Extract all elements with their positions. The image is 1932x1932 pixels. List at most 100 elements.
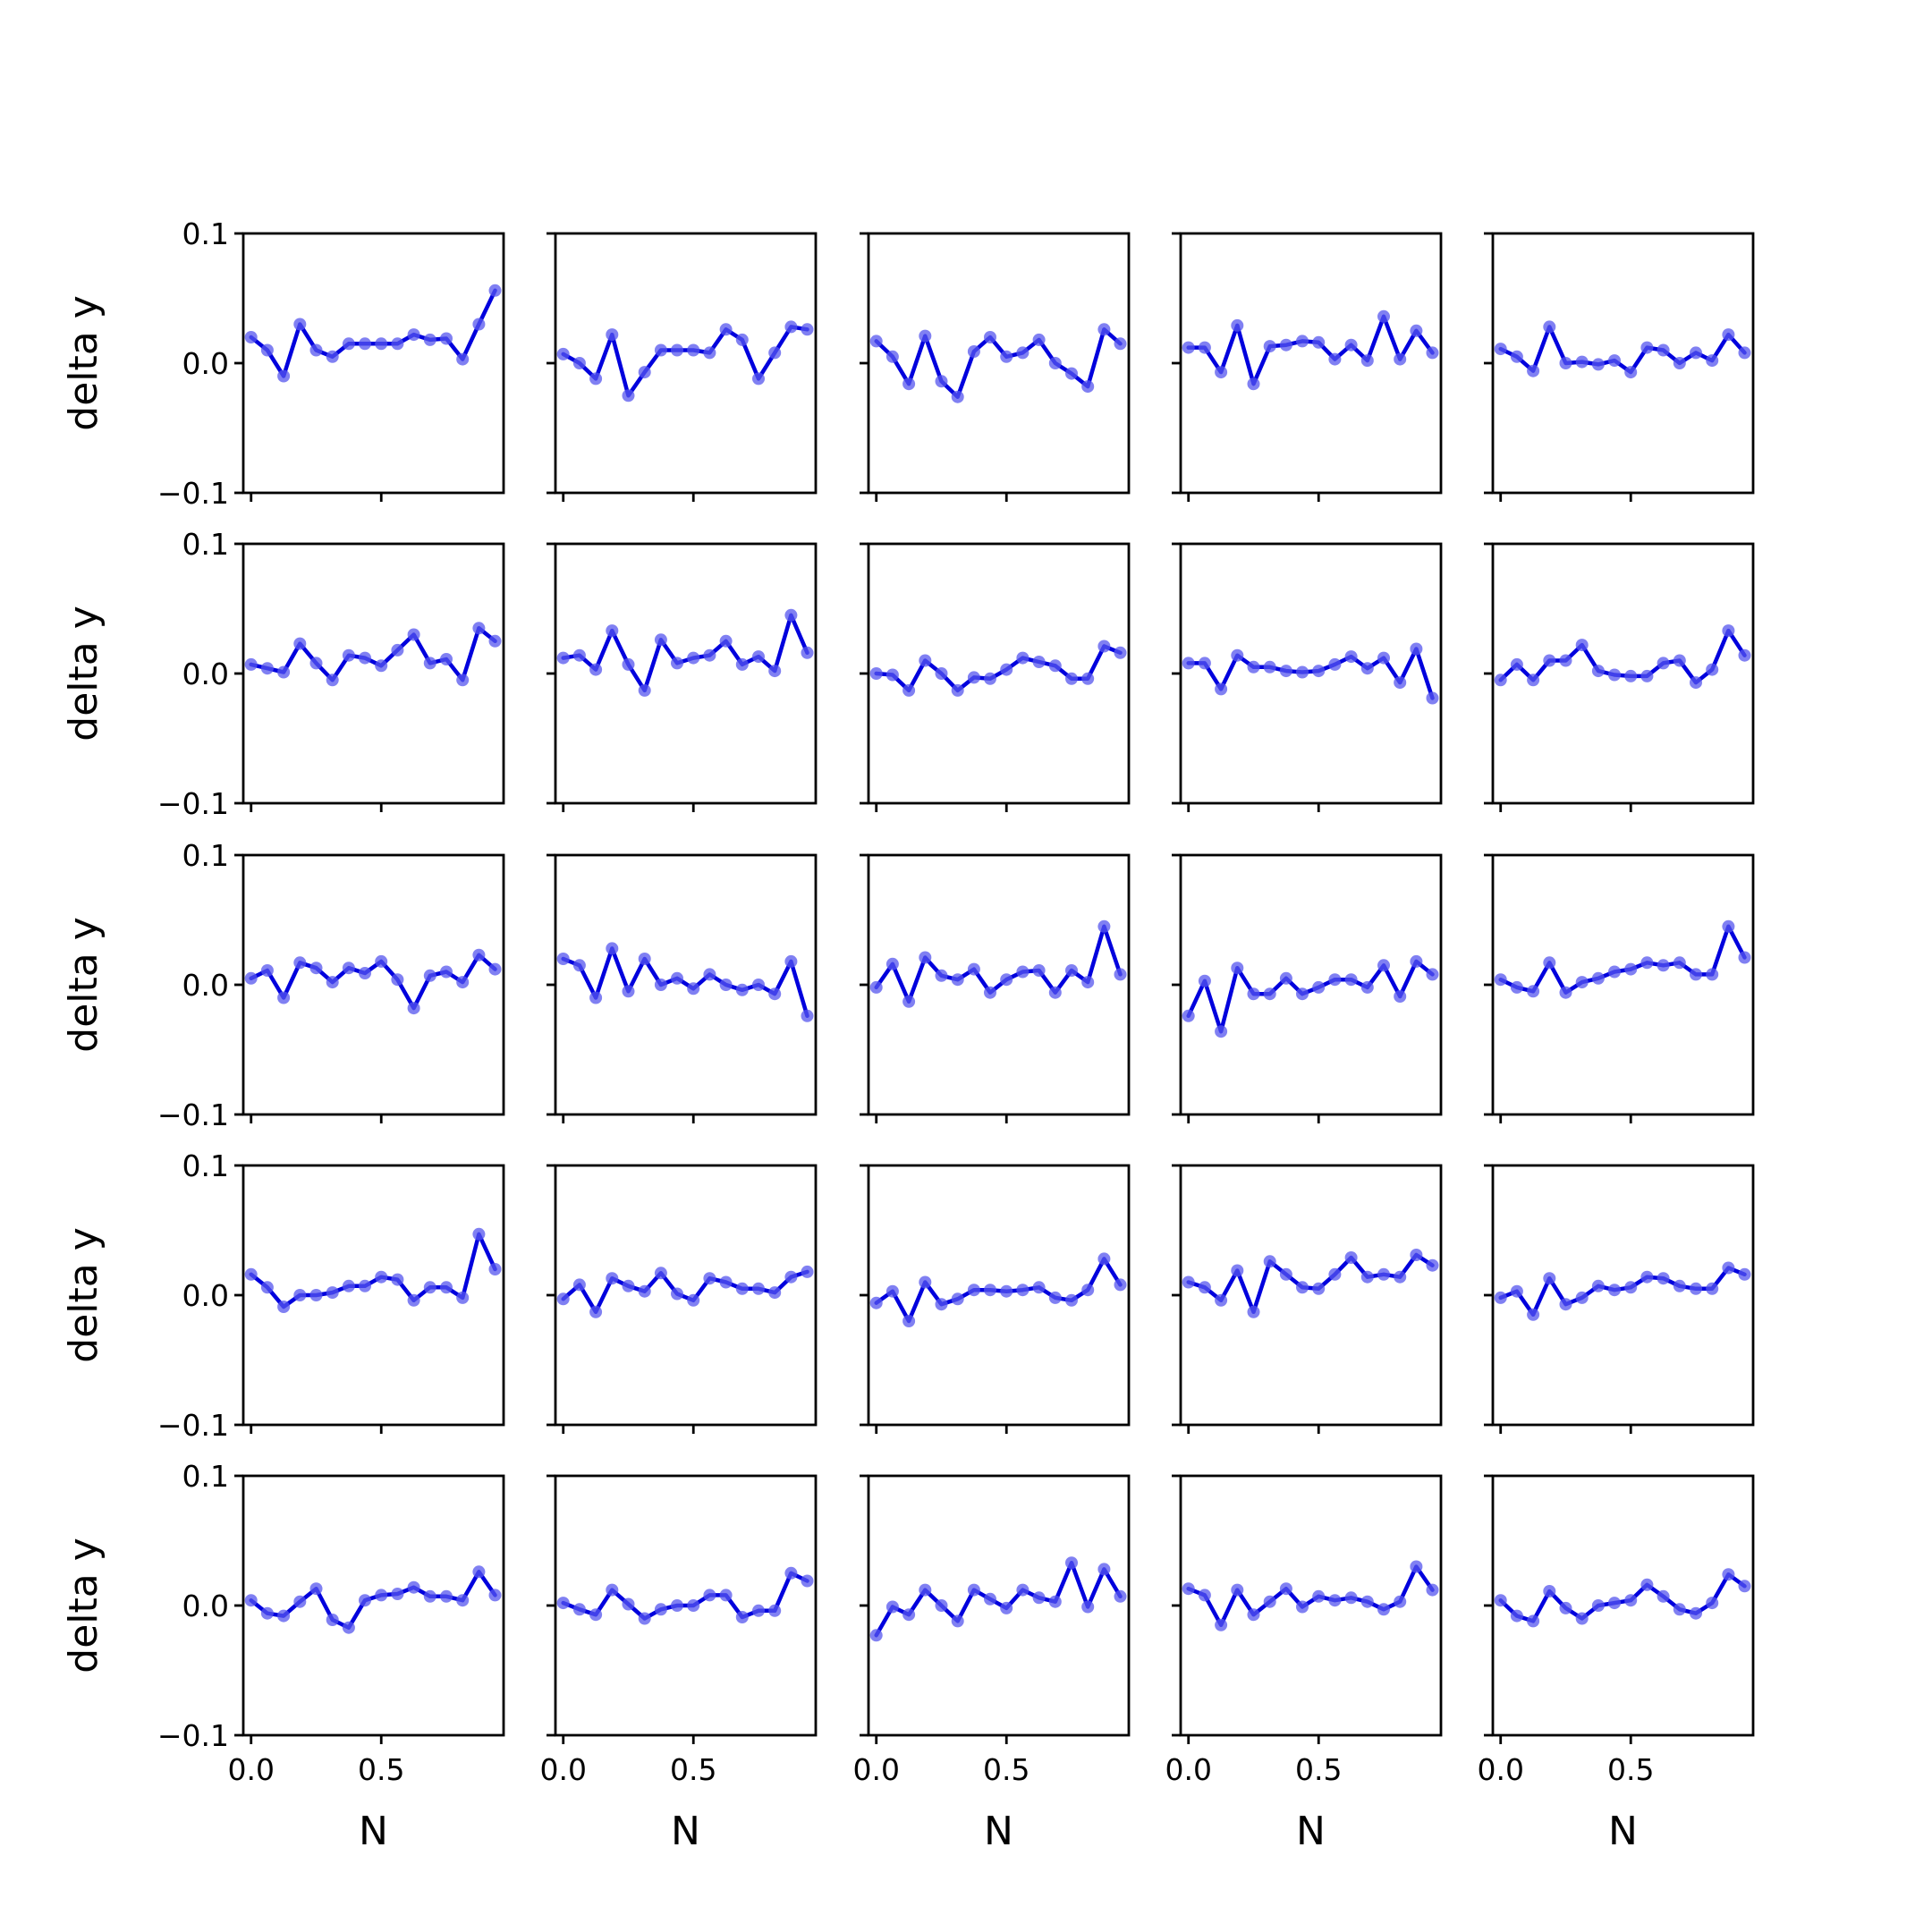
data-point xyxy=(1673,357,1686,369)
data-point xyxy=(375,1589,388,1602)
data-point xyxy=(1377,959,1390,972)
data-point xyxy=(375,659,388,673)
data-point xyxy=(1426,968,1439,981)
data-point xyxy=(869,980,883,994)
data-point xyxy=(886,668,899,682)
data-point xyxy=(935,1298,948,1311)
data-point xyxy=(1081,976,1095,989)
data-point xyxy=(1426,346,1439,360)
subplot-r5-c2: 0.0 0.5 N xyxy=(539,1474,818,1854)
data-point xyxy=(326,976,339,989)
data-point xyxy=(309,657,323,670)
data-point xyxy=(1738,1267,1751,1281)
data-point xyxy=(1328,973,1342,987)
data-point xyxy=(293,318,307,331)
data-point xyxy=(719,1589,733,1602)
data-point xyxy=(703,346,716,360)
data-point xyxy=(359,1594,371,1607)
y-tick-label: −0.1 xyxy=(157,786,229,821)
data-point xyxy=(391,1273,404,1286)
y-tick-label: −0.1 xyxy=(157,1718,229,1753)
data-point xyxy=(1738,648,1751,662)
y-axis-label: delta y xyxy=(61,295,106,430)
data-point xyxy=(1048,659,1062,673)
data-point xyxy=(1097,919,1111,933)
data-point xyxy=(1640,956,1654,970)
data-point xyxy=(984,1592,996,1606)
data-point xyxy=(752,979,765,991)
data-point xyxy=(407,1293,420,1307)
data-point xyxy=(456,1291,470,1304)
data-point xyxy=(622,657,635,671)
data-point xyxy=(638,953,651,965)
series-line xyxy=(1186,647,1435,700)
subplot-r5-c5: 0.0 0.5 N xyxy=(1477,1474,1755,1854)
data-point xyxy=(1081,1600,1095,1614)
data-point xyxy=(440,965,453,979)
data-point xyxy=(1640,341,1654,354)
data-point xyxy=(606,624,619,638)
data-point xyxy=(1097,1563,1111,1576)
data-point xyxy=(869,667,883,680)
y-tick-label: 0.1 xyxy=(182,838,229,873)
data-point xyxy=(556,1292,570,1306)
data-point xyxy=(1608,1597,1621,1610)
data-point xyxy=(654,1603,667,1616)
data-point xyxy=(1344,338,1358,352)
subplot-r4-c1: −0.1 0.0 0.1 delta y xyxy=(61,1148,505,1443)
data-point xyxy=(589,1608,603,1622)
data-point xyxy=(472,318,486,331)
data-point xyxy=(784,608,798,622)
data-point xyxy=(342,648,355,662)
series-line xyxy=(874,1257,1123,1324)
data-point xyxy=(752,1604,765,1617)
data-point xyxy=(1215,1618,1228,1631)
data-point xyxy=(556,953,570,965)
series-line xyxy=(1498,325,1747,375)
data-point xyxy=(638,683,651,697)
subplot-r1-c3 xyxy=(860,232,1131,502)
data-point xyxy=(1215,682,1228,696)
data-point xyxy=(1231,318,1244,332)
data-point xyxy=(456,674,470,687)
data-point xyxy=(1048,1595,1062,1608)
data-point xyxy=(1231,1264,1244,1277)
series-line xyxy=(249,1232,497,1309)
data-point xyxy=(359,651,371,665)
data-point xyxy=(1673,654,1686,667)
series-line xyxy=(249,1570,497,1630)
data-point xyxy=(342,337,355,351)
data-point xyxy=(1360,980,1374,994)
data-point xyxy=(1182,1009,1195,1022)
data-point xyxy=(1215,1293,1228,1307)
data-point xyxy=(1081,1284,1095,1297)
data-point xyxy=(423,1589,436,1603)
data-point xyxy=(687,1293,700,1307)
data-point xyxy=(638,1612,651,1625)
data-point xyxy=(622,389,635,402)
data-point xyxy=(1543,1272,1556,1285)
data-point xyxy=(1247,660,1260,674)
data-point xyxy=(1312,980,1326,994)
data-point xyxy=(277,1301,291,1313)
data-point xyxy=(488,634,502,648)
data-point xyxy=(1510,1609,1523,1623)
data-point xyxy=(1706,1282,1719,1295)
data-point xyxy=(768,1604,782,1617)
data-point xyxy=(342,1621,355,1634)
x-tick-label: 0.5 xyxy=(1607,1752,1654,1787)
data-point xyxy=(488,1263,502,1275)
data-point xyxy=(1263,340,1276,353)
y-axis-label: delta y xyxy=(61,1538,106,1673)
data-point xyxy=(589,991,603,1004)
data-point xyxy=(1722,1261,1735,1275)
data-point xyxy=(1328,657,1342,671)
data-point xyxy=(919,951,932,964)
data-point xyxy=(703,968,716,981)
data-point xyxy=(1032,1591,1046,1605)
subplot-r4-c2 xyxy=(547,1164,818,1434)
data-point xyxy=(342,962,355,975)
data-point xyxy=(1738,1580,1751,1593)
axes-frame xyxy=(1491,853,1755,1116)
